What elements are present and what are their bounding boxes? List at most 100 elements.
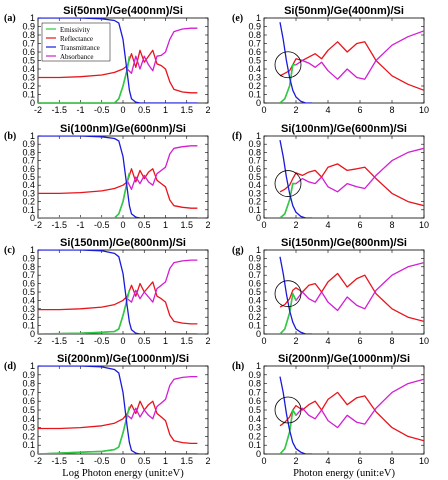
y-tick-label: 0.8: [248, 379, 261, 389]
x-tick-label: 0.5: [138, 105, 151, 115]
series-line-transmittance: [279, 256, 312, 334]
y-tick-label: 0.7: [22, 39, 35, 49]
x-tick-label: -1.5: [51, 336, 67, 346]
y-tick-label: 0.2: [248, 312, 261, 322]
x-tick-label: 4: [325, 456, 330, 466]
y-tick-label: 0.9: [248, 370, 261, 380]
x-tick-label: 2: [205, 456, 210, 466]
x-tick-label: 8: [389, 456, 394, 466]
x-tick-label: -0.5: [94, 336, 110, 346]
y-tick-label: 1: [30, 131, 35, 141]
legend-label: Absorbance: [60, 53, 93, 61]
y-tick-label: 0.3: [248, 188, 261, 198]
y-tick-label: 0.7: [248, 270, 261, 280]
y-tick-label: 0.3: [248, 304, 261, 314]
x-tick-label: 2: [205, 105, 210, 115]
panel-label: (c): [4, 245, 15, 256]
y-tick-label: 1: [30, 13, 35, 23]
y-tick-label: 0.7: [248, 156, 261, 166]
y-tick-label: 0.1: [248, 440, 261, 450]
y-tick-label: 0.1: [248, 90, 261, 100]
series-line-reflectance: [279, 163, 424, 207]
x-tick-label: 0: [261, 105, 266, 115]
y-tick-label: 0.5: [22, 56, 35, 66]
x-tick-label: 0: [261, 456, 266, 466]
highlight-circle: [274, 396, 302, 424]
y-tick-label: 0.4: [22, 295, 35, 305]
y-tick-label: 0.6: [248, 164, 261, 174]
x-tick-label: 0: [120, 336, 125, 346]
x-tick-label: 10: [419, 456, 429, 466]
y-tick-label: 0.3: [22, 73, 35, 83]
y-tick-label: 0.8: [248, 30, 261, 40]
x-tick-label: 1: [163, 105, 168, 115]
y-tick-label: 0.2: [22, 197, 35, 207]
x-tick-label: 4: [325, 336, 330, 346]
x-tick-label: 0: [261, 336, 266, 346]
x-tick-label: 0.5: [138, 220, 151, 230]
highlight-circle: [274, 280, 302, 308]
y-tick-label: 0.8: [22, 262, 35, 272]
series-line-reflectance: [38, 168, 198, 209]
series-line-transmittance: [279, 376, 312, 454]
x-tick-label: 6: [357, 220, 362, 230]
x-tick-label: -1.5: [51, 456, 67, 466]
y-tick-label: 0.9: [248, 22, 261, 32]
y-tick-label: 0.9: [22, 22, 35, 32]
y-tick-label: 0.3: [22, 304, 35, 314]
y-tick-label: 1: [256, 131, 261, 141]
panel-title: Si(100nm)/Ge(600nm)/Si: [281, 123, 407, 135]
series-group: [279, 139, 424, 218]
series-line-emissivity: [38, 56, 131, 103]
panel-h: 00.10.20.30.40.50.60.70.80.910 2 4 6 8 10Si(2…: [232, 353, 429, 479]
x-tick-label: -2: [34, 105, 42, 115]
series-group: [279, 256, 424, 334]
series-group: [38, 250, 198, 334]
y-tick-label: 0.6: [248, 279, 261, 289]
x-tick-label: 8: [389, 336, 394, 346]
y-tick-label: 0.5: [248, 287, 261, 297]
x-tick-label: 1: [163, 456, 168, 466]
x-tick-label: -0.5: [94, 220, 110, 230]
x-tick-label: 10: [419, 336, 429, 346]
y-tick-label: 0.4: [248, 180, 261, 190]
panel-title: Si(150nm)/Ge(800nm)/Si: [281, 237, 407, 249]
panel-label: (d): [4, 361, 16, 372]
y-tick-label: 0.6: [22, 47, 35, 57]
y-tick-label: 0.6: [248, 396, 261, 406]
y-tick-label: 0.4: [22, 64, 35, 74]
y-tick-label: 0.2: [248, 431, 261, 441]
plot-frame: [263, 135, 425, 219]
y-tick-label: 0.2: [22, 81, 35, 91]
x-tick-label: -1.5: [51, 105, 67, 115]
y-tick-label: 0: [256, 98, 261, 108]
series-group: [38, 366, 198, 454]
y-tick-label: 0.6: [22, 164, 35, 174]
x-tick-label: -1: [76, 220, 84, 230]
y-tick-label: 0.9: [248, 139, 261, 149]
series-line-emissivity: [279, 64, 296, 103]
y-tick-label: 0.7: [248, 39, 261, 49]
y-tick-label: 0.4: [22, 180, 35, 190]
x-tick-label: 1.5: [180, 105, 193, 115]
plot-frame: [37, 249, 209, 335]
y-tick-label: 0.5: [248, 56, 261, 66]
y-tick-label: 0.8: [248, 262, 261, 272]
x-tick-label: -2: [34, 220, 42, 230]
y-tick-label: 0.5: [22, 287, 35, 297]
y-tick-label: 0: [30, 213, 35, 223]
y-tick-label: 1: [256, 245, 261, 255]
y-tick-label: 0.5: [248, 405, 261, 415]
series-group: [38, 136, 198, 218]
x-tick-label: 2: [205, 336, 210, 346]
y-tick-label: 1: [30, 245, 35, 255]
panel-title: Si(100nm)/Ge(600nm)/Si: [60, 123, 186, 135]
x-tick-label: 2: [293, 220, 298, 230]
y-tick-label: 0.4: [22, 414, 35, 424]
y-tick-label: 0.5: [22, 405, 35, 415]
series-line-emissivity: [38, 172, 131, 218]
x-tick-label: 4: [325, 105, 330, 115]
y-tick-label: 0.2: [22, 431, 35, 441]
x-tick-label: -2: [34, 336, 42, 346]
